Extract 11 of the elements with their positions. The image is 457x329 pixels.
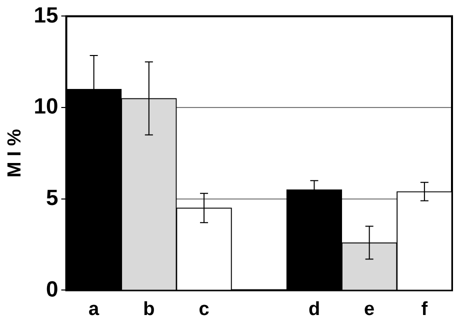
y-tick-label: 5 <box>46 184 58 210</box>
x-tick-label: c <box>198 298 210 320</box>
x-tick-label: f <box>421 298 428 320</box>
x-tick-label: e <box>364 298 375 320</box>
y-tick-label: 10 <box>34 94 58 119</box>
y-axis-title: M I % <box>4 128 26 178</box>
x-tick-label: d <box>308 298 320 320</box>
y-tick-label: 15 <box>34 2 58 28</box>
x-tick-label: b <box>143 298 155 320</box>
y-tick-label: 0 <box>46 276 58 302</box>
x-tick-label: a <box>88 298 100 320</box>
